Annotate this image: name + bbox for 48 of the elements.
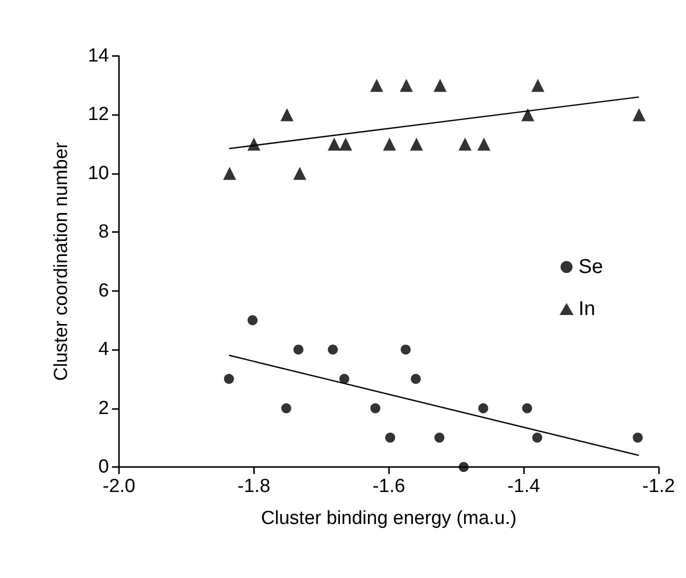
point [370, 403, 380, 414]
point [224, 374, 234, 384]
point [632, 108, 646, 122]
point [434, 432, 444, 443]
point [328, 344, 338, 355]
point [400, 78, 413, 92]
legend-label: In [578, 298, 596, 320]
point [223, 166, 236, 180]
point [339, 374, 350, 384]
point [339, 138, 352, 151]
point [521, 108, 534, 122]
legend-label: Se [578, 256, 604, 278]
point [458, 138, 472, 151]
y-tick-label: 4 [98, 339, 110, 360]
x-tick-label: -2.0 [102, 476, 136, 497]
point [280, 108, 294, 122]
point [478, 403, 488, 414]
point [410, 374, 421, 384]
point [293, 344, 304, 355]
point [532, 432, 542, 443]
x-tick-label: -1.2 [642, 476, 676, 497]
point [328, 138, 341, 151]
point [370, 78, 384, 92]
y-tick-label: 12 [88, 104, 109, 126]
point [385, 432, 396, 443]
point [434, 78, 447, 92]
point [248, 315, 258, 326]
y-tick-label: 2 [98, 398, 109, 419]
y-tick-label: 14 [88, 46, 110, 66]
y-tick-label: 6 [98, 280, 109, 302]
point [281, 403, 292, 414]
x-tick-label: -1.4 [507, 476, 541, 497]
y-tick-label: 10 [88, 162, 109, 184]
y-tick-label: 8 [98, 222, 109, 243]
point [293, 166, 306, 180]
point [531, 78, 544, 92]
x-tick-label: -1.8 [238, 476, 270, 497]
point [458, 462, 469, 472]
x-tick-label: -1.6 [372, 476, 406, 497]
y-tick-label: 0 [98, 456, 109, 478]
point [410, 138, 423, 151]
point [632, 432, 643, 443]
point [382, 138, 396, 151]
x-axis-title: Cluster binding energy (ma.u.) [261, 508, 517, 529]
point [400, 344, 411, 355]
point [522, 403, 532, 414]
y-axis-title: Cluster coordination number [51, 141, 72, 381]
point [477, 138, 490, 151]
